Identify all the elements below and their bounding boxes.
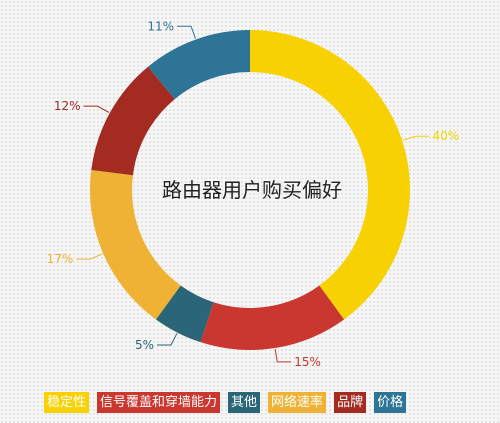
- donut-slices: [89, 30, 411, 351]
- leader-line-3: [157, 333, 178, 346]
- chart-legend: 稳定性 信号覆盖和穿墙能力 其他 网络速率 品牌 价格: [44, 392, 407, 413]
- percent-label-4: 17%: [47, 252, 74, 266]
- slice-5: [91, 66, 175, 176]
- slice-4: [89, 169, 181, 320]
- legend-item-6: 价格: [374, 392, 407, 413]
- slice-1: [250, 30, 411, 320]
- leader-line-2: [274, 348, 292, 363]
- slice-3: [155, 285, 214, 343]
- leader-line-5: [83, 105, 110, 113]
- leader-line-4: [76, 253, 103, 260]
- slice-6: [148, 30, 250, 100]
- legend-item-5: 品牌: [334, 392, 367, 413]
- legend-item-3: 其他: [228, 392, 261, 413]
- legend-item-1: 稳定性: [44, 392, 90, 413]
- leader-lines: [76, 25, 430, 363]
- chart-title: 路由器用户购买偏好: [162, 178, 342, 202]
- legend-item-4: 网络速率: [268, 392, 327, 413]
- percent-label-3: 5%: [135, 338, 154, 352]
- percent-label-6: 11%: [147, 19, 174, 33]
- percent-label-2: 15%: [294, 355, 321, 369]
- percent-label-1: 40%: [432, 129, 459, 143]
- legend-item-2: 信号覆盖和穿墙能力: [97, 392, 221, 413]
- leader-line-6: [177, 25, 196, 39]
- percent-labels: 40% 15% 5% 17% 12% 11%: [47, 19, 460, 369]
- slice-2: [200, 285, 345, 351]
- leader-line-1: [402, 135, 430, 141]
- percent-label-5: 12%: [54, 99, 81, 113]
